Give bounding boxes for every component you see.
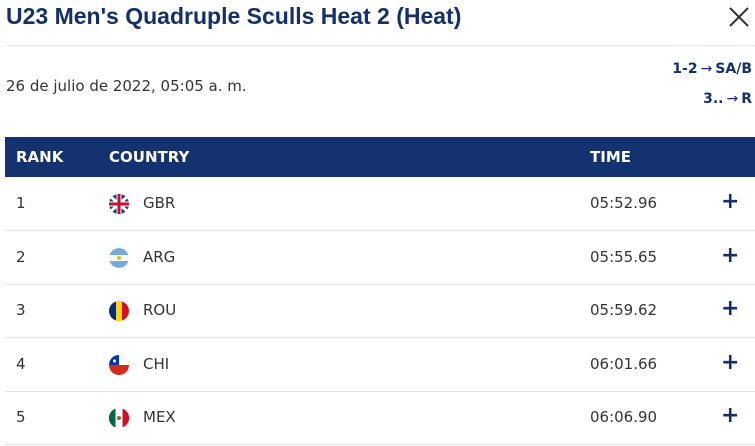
table-row: 5 MEX 06:06.90 + [5,391,755,445]
column-header: TIME [590,148,631,166]
table-header: RANK COUNTRY TIME [5,137,755,177]
separator [5,45,755,46]
table-row: 3 ROU 05:59.62 + [5,284,755,338]
rank: 1 [16,194,26,212]
table-row: 4 CHI 06:01.66 + [5,338,755,392]
flag [109,194,129,214]
rank: 4 [16,354,26,373]
target: R [741,91,752,107]
time: 05:55.65 [590,247,658,266]
rank: 2 [16,247,26,266]
flag [109,247,129,268]
table-row: 2 ARG 05:55.65 + [5,231,755,285]
expand-button[interactable]: + [721,242,740,268]
country: ROU [143,301,177,319]
expand-button[interactable]: + [721,189,740,214]
flag [108,408,130,428]
table-row: 1 GBR 05:52.96 + [5,177,755,231]
expand-button[interactable]: + [721,403,740,428]
progression: 3.. → R [703,91,752,107]
column-header: RANK [16,148,64,166]
progression: 1-2 → SA/B [672,61,752,77]
places: 3.. [703,91,724,107]
column-header: COUNTRY [109,148,190,166]
target: SA/B [715,61,752,77]
arrow: → [726,91,739,107]
close-button[interactable] [728,6,750,28]
time: 05:52.96 [590,194,658,212]
flag [109,301,129,321]
date: 26 de julio de 2022, 05:05 a. m. [6,77,247,95]
rank: 5 [16,408,26,426]
country: MEX [143,408,176,426]
flag [109,354,129,375]
time: 06:06.90 [590,408,658,426]
country: CHI [143,354,170,373]
title: U23 Men's Quadruple Sculls Heat 2 (Heat) [6,3,462,29]
country: ARG [143,247,176,266]
time: 06:01.66 [590,354,658,373]
rank: 3 [16,301,26,319]
places: 1-2 [672,61,698,77]
arrow: → [700,61,713,77]
expand-button[interactable]: + [721,349,740,375]
expand-button[interactable]: + [721,296,740,321]
country: GBR [143,194,176,212]
time: 05:59.62 [590,301,658,319]
